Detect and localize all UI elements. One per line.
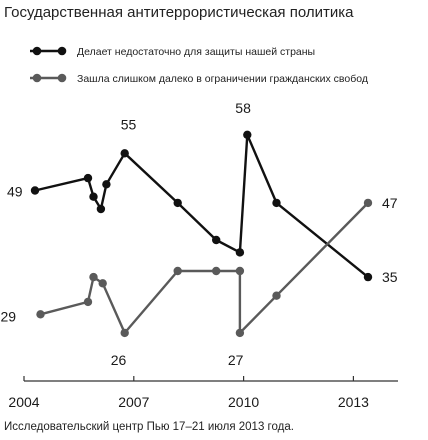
series-layer: [30, 130, 373, 338]
data-point: [30, 186, 40, 195]
data-point: [96, 204, 106, 214]
data-label: 26: [111, 352, 127, 368]
legend-item: Зашла слишком далеко в ограничении гражд…: [30, 73, 368, 85]
x-tick-label: 2010: [228, 394, 259, 410]
data-label: 58: [235, 100, 251, 116]
data-label: 27: [228, 352, 244, 368]
legend-swatch-marker: [57, 46, 67, 56]
series-line-0: [34, 133, 369, 279]
data-point: [363, 198, 373, 208]
data-point: [235, 266, 245, 276]
x-tick-label: 2004: [8, 394, 39, 410]
legend-swatch-marker: [32, 46, 42, 56]
data-point: [102, 180, 111, 189]
data-point: [173, 266, 182, 276]
data-label: 29: [1, 308, 17, 324]
data-label: 35: [382, 269, 398, 285]
data-point: [36, 310, 45, 319]
x-axis: 2004 2007 2010 2013: [8, 376, 398, 410]
data-point: [89, 272, 98, 282]
data-point: [98, 279, 107, 288]
data-point: [89, 192, 98, 201]
data-point: [363, 272, 373, 282]
data-point: [235, 328, 245, 338]
data-point: [120, 149, 129, 158]
legend-label: Зашла слишком далеко в ограничении гражд…: [77, 73, 368, 85]
data-point: [173, 198, 182, 208]
data-point: [272, 198, 281, 208]
data-point: [212, 266, 221, 276]
data-point: [243, 130, 252, 139]
legend-item: Делает недостаточно для защиты нашей стр…: [30, 46, 315, 58]
legend-swatch-marker: [32, 73, 42, 83]
data-point: [83, 173, 93, 183]
legend: Делает недостаточно для защиты нашей стр…: [30, 46, 368, 85]
chart-title: Государственная антитеррористическая пол…: [4, 4, 354, 21]
data-point: [235, 248, 245, 257]
x-tick-label: 2013: [338, 394, 369, 410]
x-tick-label: 2007: [118, 394, 149, 410]
data-point: [83, 297, 93, 307]
legend-label: Делает недостаточно для защиты нашей стр…: [77, 46, 315, 58]
data-point: [120, 328, 129, 338]
data-label: 49: [7, 184, 23, 200]
legend-swatch-marker: [57, 73, 67, 83]
data-point: [212, 235, 221, 245]
data-labels: 49 55 58 35 29 26 27 47: [1, 100, 398, 368]
series-line-1: [40, 202, 369, 335]
data-point: [272, 291, 281, 300]
source-note: Исследовательский центр Пью 17–21 июля 2…: [4, 421, 294, 433]
data-label: 55: [121, 116, 137, 132]
data-label: 47: [382, 195, 398, 211]
